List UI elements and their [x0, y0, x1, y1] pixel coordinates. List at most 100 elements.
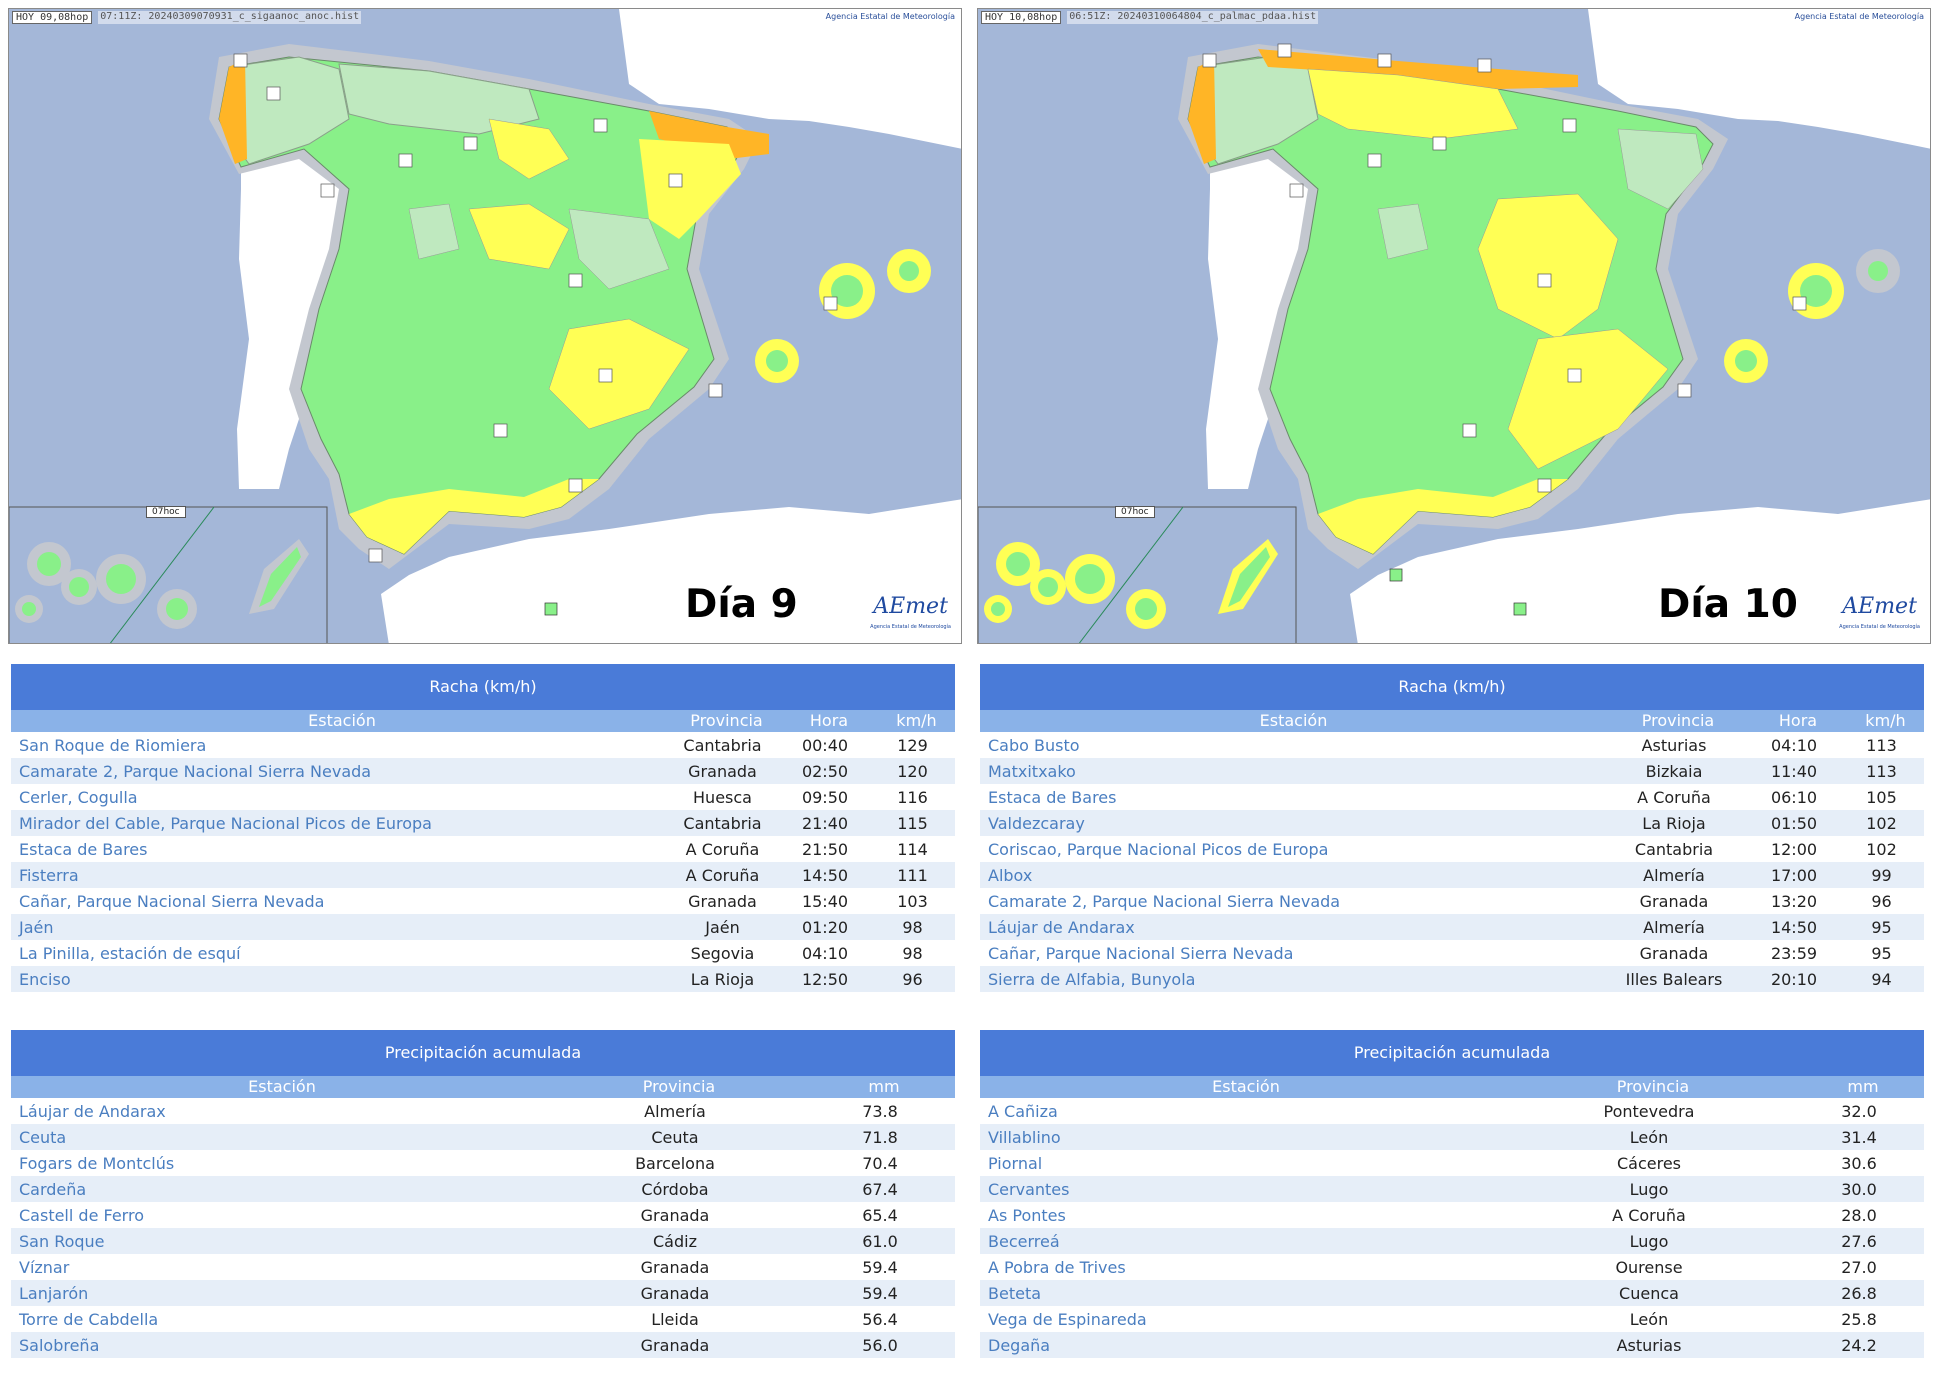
cell-provincia: Granada	[1639, 891, 1709, 911]
cell-provincia: A Coruña	[685, 839, 760, 859]
station-link[interactable]: Valdezcaray	[988, 813, 1085, 833]
table-row: San Roque Cádiz 61.0	[11, 1228, 955, 1254]
table-row: Cerler, Cogulla Huesca 09:50 116	[11, 784, 955, 810]
station-link[interactable]: Estaca de Bares	[988, 787, 1117, 807]
cell-provincia: Ceuta	[651, 1127, 699, 1147]
table-row: Coriscao, Parque Nacional Picos de Europ…	[980, 836, 1924, 862]
cell-provincia: Lugo	[1629, 1179, 1669, 1199]
cell-provincia: La Rioja	[1642, 813, 1706, 833]
station-link[interactable]: A Pobra de Trives	[988, 1257, 1126, 1277]
cell-provincia: Cantabria	[1634, 839, 1714, 859]
cell-value: 59.4	[862, 1283, 898, 1303]
table-row: Camarate 2, Parque Nacional Sierra Nevad…	[980, 888, 1924, 914]
station-link[interactable]: Cervantes	[988, 1179, 1070, 1199]
station-link[interactable]: Villablino	[988, 1127, 1061, 1147]
station-link[interactable]: Castell de Ferro	[19, 1205, 144, 1225]
station-link[interactable]: Sierra de Alfabia, Bunyola	[988, 969, 1196, 989]
canarias-inset-label: 07hoc	[146, 506, 186, 518]
table-row: San Roque de Riomiera Cantabria 00:40 129	[11, 732, 955, 758]
table-row: Becerreá Lugo 27.6	[980, 1228, 1924, 1254]
cell-hora: 15:40	[801, 891, 849, 911]
station-link[interactable]: Matxitxako	[988, 761, 1076, 781]
cell-value: 27.6	[1841, 1231, 1877, 1251]
col-header-mm: mm	[1794, 1076, 1924, 1098]
station-link[interactable]: Jaén	[19, 917, 54, 937]
table-row: A Cañiza Pontevedra 32.0	[980, 1098, 1924, 1124]
station-link[interactable]: La Pinilla, estación de esquí	[19, 943, 241, 963]
table-row: Piornal Cáceres 30.6	[980, 1150, 1924, 1176]
station-link[interactable]: Vega de Espinareda	[988, 1309, 1147, 1329]
station-link[interactable]: Ceuta	[19, 1127, 67, 1147]
cell-hora: 11:40	[1770, 761, 1818, 781]
station-link[interactable]: Láujar de Andarax	[19, 1101, 166, 1121]
cell-provincia: Cádiz	[653, 1231, 697, 1251]
station-link[interactable]: Camarate 2, Parque Nacional Sierra Nevad…	[988, 891, 1341, 911]
cell-value: 103	[897, 891, 928, 911]
table-row: Camarate 2, Parque Nacional Sierra Nevad…	[11, 758, 955, 784]
warning-map-day9: HOY 09,08hop 07:11Z: 20240309070931_c_si…	[8, 8, 962, 644]
station-link[interactable]: Láujar de Andarax	[988, 917, 1135, 937]
col-header-estacion: Estación	[980, 710, 1599, 732]
station-link[interactable]: Fisterra	[19, 865, 79, 885]
station-link[interactable]: Beteta	[988, 1283, 1042, 1303]
station-link[interactable]: Fogars de Montclús	[19, 1153, 175, 1173]
table-title: Precipitación acumulada	[980, 1030, 1924, 1076]
station-link[interactable]: Degaña	[988, 1335, 1051, 1355]
cell-provincia: Huesca	[693, 787, 752, 807]
col-header-provincia: Provincia	[1599, 710, 1749, 732]
cell-value: 28.0	[1841, 1205, 1877, 1225]
map-credit: Agencia Estatal de Meteorología	[825, 12, 955, 21]
station-link[interactable]: Torre de Cabdella	[19, 1309, 159, 1329]
cell-value: 96	[902, 969, 923, 989]
station-link[interactable]: Coriscao, Parque Nacional Picos de Europ…	[988, 839, 1329, 859]
cell-value: 67.4	[862, 1179, 898, 1199]
station-link[interactable]: San Roque	[19, 1231, 105, 1251]
racha-table-day10: Racha (km/h) Estación Provincia Hora km/…	[980, 664, 1924, 992]
station-link[interactable]: Enciso	[19, 969, 71, 989]
cell-hora: 02:50	[801, 761, 849, 781]
cell-value: 95	[1871, 917, 1892, 937]
station-link[interactable]: Piornal	[988, 1153, 1043, 1173]
cell-hora: 04:10	[1770, 735, 1818, 755]
cell-provincia: A Coruña	[1612, 1205, 1686, 1225]
station-link[interactable]: As Pontes	[988, 1205, 1066, 1225]
station-link[interactable]: Cerler, Cogulla	[19, 787, 138, 807]
station-link[interactable]: Mirador del Cable, Parque Nacional Picos…	[19, 813, 432, 833]
station-link[interactable]: Estaca de Bares	[19, 839, 148, 859]
cell-value: 102	[1866, 839, 1897, 859]
station-link[interactable]: Cañar, Parque Nacional Sierra Nevada	[19, 891, 325, 911]
map-credit: Agencia Estatal de Meteorología	[1794, 12, 1924, 21]
aemet-logo: AEmet Agencia Estatal de Meteorología	[870, 596, 951, 637]
table-row: Cañar, Parque Nacional Sierra Nevada Gran…	[11, 888, 955, 914]
cell-provincia: Granada	[1639, 943, 1709, 963]
cell-value: 98	[902, 943, 923, 963]
cell-value: 94	[1871, 969, 1892, 989]
table-row: Beteta Cuenca 26.8	[980, 1280, 1924, 1306]
station-link[interactable]: Cañar, Parque Nacional Sierra Nevada	[988, 943, 1294, 963]
table-row: Ceuta Ceuta 71.8	[11, 1124, 955, 1150]
cell-provincia: Pontevedra	[1603, 1101, 1695, 1121]
station-link[interactable]: Lanjarón	[19, 1283, 89, 1303]
map-filename: 07:11Z: 20240309070931_c_sigaanoc_anoc.h…	[98, 11, 362, 24]
cell-value: 56.4	[862, 1309, 898, 1329]
cell-hora: 21:40	[801, 813, 849, 833]
station-link[interactable]: Becerreá	[988, 1231, 1060, 1251]
cell-hora: 01:20	[801, 917, 849, 937]
cell-value: 30.0	[1841, 1179, 1877, 1199]
station-link[interactable]: Camarate 2, Parque Nacional Sierra Nevad…	[19, 761, 372, 781]
cell-value: 114	[897, 839, 928, 859]
cell-value: 71.8	[862, 1127, 898, 1147]
station-link[interactable]: Salobreña	[19, 1335, 100, 1355]
station-link[interactable]: A Cañiza	[988, 1101, 1058, 1121]
table-row: Fogars de Montclús Barcelona 70.4	[11, 1150, 955, 1176]
station-link[interactable]: Cardeña	[19, 1179, 87, 1199]
cell-value: 120	[897, 761, 928, 781]
station-link[interactable]: Albox	[988, 865, 1033, 885]
station-link[interactable]: Cabo Busto	[988, 735, 1080, 755]
table-row: Cabo Busto Asturias 04:10 113	[980, 732, 1924, 758]
station-link[interactable]: Víznar	[19, 1257, 70, 1277]
cell-hora: 14:50	[1770, 917, 1818, 937]
col-header-hora: Hora	[1749, 710, 1839, 732]
station-link[interactable]: San Roque de Riomiera	[19, 735, 207, 755]
table-row: Fisterra A Coruña 14:50 111	[11, 862, 955, 888]
